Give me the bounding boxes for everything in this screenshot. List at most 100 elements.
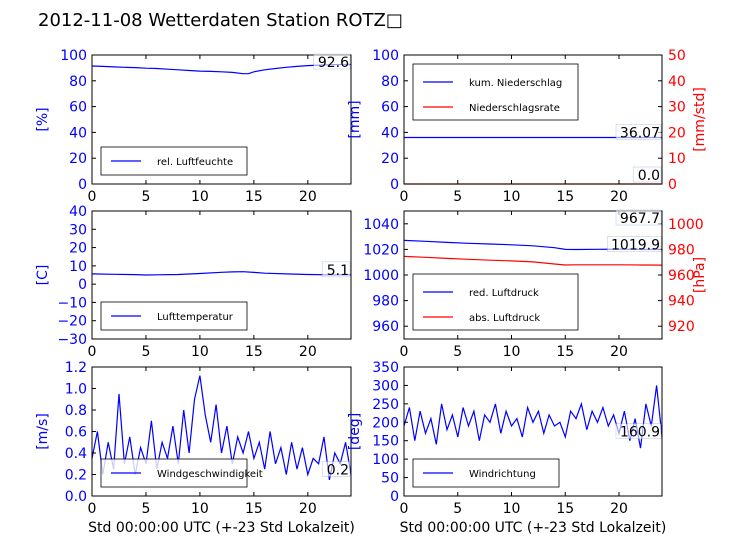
y-tick-label: 20 (69, 151, 87, 167)
x-tick-label: 15 (245, 501, 263, 517)
chart-temperature: 0 5 10 15 20 −30 −20 −10 0 10 20 30 40 [C] 5.1 Lufttemp… (35, 204, 352, 360)
value-annotation-box (632, 166, 662, 183)
legend-label: kum. Niederschlag (469, 78, 562, 89)
x-tick-label: 20 (610, 501, 628, 517)
y-axis-label: [m/s] (35, 413, 51, 450)
value-annotation-box (615, 124, 662, 140)
legend-box-pressure (412, 273, 579, 331)
y-tick-label: 40 (69, 125, 87, 141)
y-tick-label: 80 (381, 74, 399, 90)
y-tick-label: 100 (372, 452, 399, 468)
y-tick-label: 1.0 (65, 382, 87, 398)
y-tick-label: 200 (372, 415, 399, 431)
y-axis-label: [C] (35, 265, 51, 286)
y-tick-label: 30 (69, 222, 87, 238)
y-tick-label: −10 (57, 295, 87, 311)
chart-wind_speed: 0 5 10 15 20 0.0 0.2 0.4 0.6 0.8 1.0 1.2 [m/s] Std 00… (35, 360, 355, 536)
x-tick-label: 20 (299, 501, 317, 517)
x-tick-label: 20 (299, 189, 317, 205)
value-annotation: 0.2 (327, 463, 349, 479)
legend-label: red. Luftdruck (469, 288, 539, 299)
y-tick-label: 0 (78, 177, 87, 193)
y-axis-label: [%] (35, 107, 51, 131)
chart-precip: 0 5 10 15 20 0 20 40 60 80 100 0 10 20 30 40 50 [mm] [mm/s… (347, 48, 708, 205)
y2-tick-label: 980 (668, 242, 695, 258)
y-tick-label: 40 (69, 204, 87, 220)
x-tick-label: 5 (453, 344, 462, 360)
x-tick-label: 0 (400, 501, 409, 517)
y-tick-label: 50 (381, 471, 399, 487)
y-tick-label: 1000 (363, 268, 399, 284)
y2-tick-label: 960 (668, 268, 695, 284)
y-tick-label: 960 (372, 319, 399, 335)
y-tick-label: −20 (57, 314, 87, 330)
y-tick-label: 60 (381, 100, 399, 116)
x-tick-label: 20 (299, 344, 317, 360)
y-tick-label: 150 (372, 434, 399, 450)
x-tick-label: 5 (141, 344, 150, 360)
value-annotation-box (321, 461, 351, 477)
y-tick-label: 1020 (363, 242, 399, 258)
y2-tick-label: 0 (668, 177, 677, 193)
y-tick-label: 40 (381, 125, 399, 141)
x-axis-label: Std 00:00:00 UTC (+-23 Std Lokalzeit) (400, 520, 667, 536)
y2-tick-label: 50 (668, 48, 686, 64)
y-tick-label: 0.4 (65, 446, 87, 462)
y-tick-label: −30 (57, 332, 87, 348)
y-tick-label: 0.8 (65, 403, 87, 419)
x-tick-label: 10 (191, 189, 209, 205)
page-title: 2012-11-08 Wetterdaten Station ROTZ□ (38, 10, 403, 31)
y-tick-label: 0 (390, 177, 399, 193)
y2-tick-label: 10 (668, 151, 686, 167)
y2-tick-label: 940 (668, 294, 695, 310)
x-tick-label: 20 (610, 344, 628, 360)
x-tick-label: 5 (453, 189, 462, 205)
y-tick-label: 80 (69, 74, 87, 90)
y-tick-label: 20 (381, 151, 399, 167)
x-tick-label: 20 (610, 189, 628, 205)
series-line-humidity-0 (91, 63, 351, 75)
y-axis-label: [deg] (347, 413, 363, 450)
y-tick-label: 0 (78, 277, 87, 293)
x-tick-label: 0 (88, 344, 97, 360)
x-tick-label: 10 (191, 344, 209, 360)
x-tick-label: 0 (88, 501, 97, 517)
y-tick-label: 100 (372, 48, 399, 64)
x-tick-label: 10 (191, 501, 209, 517)
y-tick-label: 0.6 (65, 425, 87, 441)
y-tick-label: 20 (69, 241, 87, 257)
y2-tick-label: 20 (668, 125, 686, 141)
legend-label: rel. Luftfeuchte (157, 157, 233, 168)
y-tick-label: 0.0 (65, 489, 87, 505)
x-tick-label: 5 (141, 189, 150, 205)
value-annotation: 5.1 (327, 263, 349, 279)
value-annotation-box (313, 53, 351, 70)
y2-tick-label: 30 (668, 100, 686, 116)
x-tick-label: 15 (556, 344, 574, 360)
y2-tick-label: 40 (668, 74, 686, 90)
x-tick-label: 15 (245, 344, 263, 360)
x-tick-label: 0 (400, 344, 409, 360)
y2-tick-label: 920 (668, 319, 695, 335)
x-tick-label: 0 (400, 189, 409, 205)
y2-axis-label: [hPa] (692, 257, 708, 293)
value-annotation-box (615, 423, 662, 439)
y-tick-label: 60 (69, 100, 87, 116)
value-annotation: 36.07 (620, 125, 660, 141)
legend-label: Windrichtung (469, 469, 536, 480)
plot-frame-humidity (91, 54, 352, 185)
chart-humidity: 0 5 10 15 20 0 20 40 60 80 100 [%] 92.6 rel. Luftfeuc… (35, 48, 352, 205)
chart-pressure: 0 5 10 15 20 960 980 1000 1020 1040 920 940 960 980 10… (363, 209, 708, 360)
y2-tick-label: 1000 (668, 217, 704, 233)
y-tick-label: 350 (372, 360, 399, 376)
legend-label: Niederschlagsrate (469, 103, 560, 114)
x-tick-label: 5 (453, 501, 462, 517)
y2-axis-label: [mm/std] (692, 87, 708, 152)
legend-label: abs. Luftdruck (469, 313, 540, 324)
plot-frame-wind_dir (403, 366, 663, 497)
series-line-pressure-1 (403, 255, 663, 266)
x-axis-label: Std 00:00:00 UTC (+-23 Std Lokalzeit) (88, 520, 355, 536)
value-annotation-box (607, 236, 662, 252)
